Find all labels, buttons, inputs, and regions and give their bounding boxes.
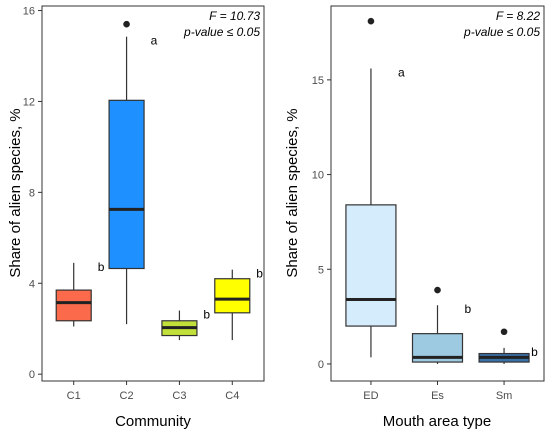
x-tick-label: C3	[172, 390, 186, 402]
y-tick-label: 0	[29, 369, 35, 381]
x-tick-label: C2	[120, 390, 134, 402]
y-tick-label: 15	[312, 75, 324, 87]
group-letter: a	[151, 34, 158, 48]
group-letter: a	[398, 66, 405, 80]
outlier-point	[367, 17, 375, 25]
x-tick-label: C4	[225, 390, 239, 402]
outlier-point	[123, 20, 130, 28]
y-axis-title: Share of alien species, %	[284, 108, 301, 277]
y-tick-label: 10	[312, 170, 324, 182]
boxes-layer: b a b b	[55, 20, 263, 341]
y-axis-title: Share of alien species, %	[7, 108, 24, 277]
outlier-point	[434, 286, 441, 294]
annotation-p-value: p-value ≤ 0.05	[183, 25, 260, 39]
y-tick-label: 0	[318, 359, 324, 371]
x-axis-title: Community	[115, 413, 191, 430]
y-ticks-layer: 0 4 8 12 16	[23, 6, 42, 381]
y-tick-label: 8	[29, 187, 35, 199]
x-axis-title: Mouth area type	[383, 413, 491, 430]
x-tick-label: C1	[67, 390, 81, 402]
x-tick-label: Es	[431, 390, 444, 402]
y-tick-label: 16	[23, 6, 35, 18]
box-c2	[108, 99, 145, 270]
x-ticks-layer: C1 C2 C3 C4	[67, 381, 239, 402]
y-ticks-layer: 0 5 10 15	[312, 75, 331, 371]
y-tick-label: 4	[29, 278, 35, 290]
group-letter: b	[256, 267, 263, 281]
annotation-f-stat: F = 10.73	[209, 9, 260, 23]
box-ed	[345, 204, 397, 327]
x-tick-label: Sm	[496, 390, 513, 402]
x-tick-label: ED	[363, 390, 378, 402]
group-letter: b	[465, 302, 472, 316]
outlier-point	[500, 328, 508, 336]
y-tick-label: 5	[318, 264, 324, 276]
panel-community: b a b b 0 4 8 12 16 C1 C2 C3 C4 F = 10.73 p-value …	[7, 5, 265, 430]
group-letter: b	[203, 308, 210, 322]
group-letter: b	[98, 260, 105, 274]
y-tick-label: 12	[23, 96, 35, 108]
annotation-f-stat: F = 8.22	[496, 9, 540, 23]
panel-mouth-area-type: a b b 0 5 10 15 ED Es Sm F = 8.22 p-value ≤ 0.0…	[284, 5, 545, 430]
annotation-p-value: p-value ≤ 0.05	[463, 25, 540, 39]
box-c4	[214, 278, 251, 314]
boxes-layer: a b b	[345, 17, 538, 364]
x-ticks-layer: ED Es Sm	[363, 381, 512, 402]
box-c1	[55, 289, 92, 322]
group-letter: b	[531, 345, 538, 359]
plot-border	[41, 5, 265, 382]
